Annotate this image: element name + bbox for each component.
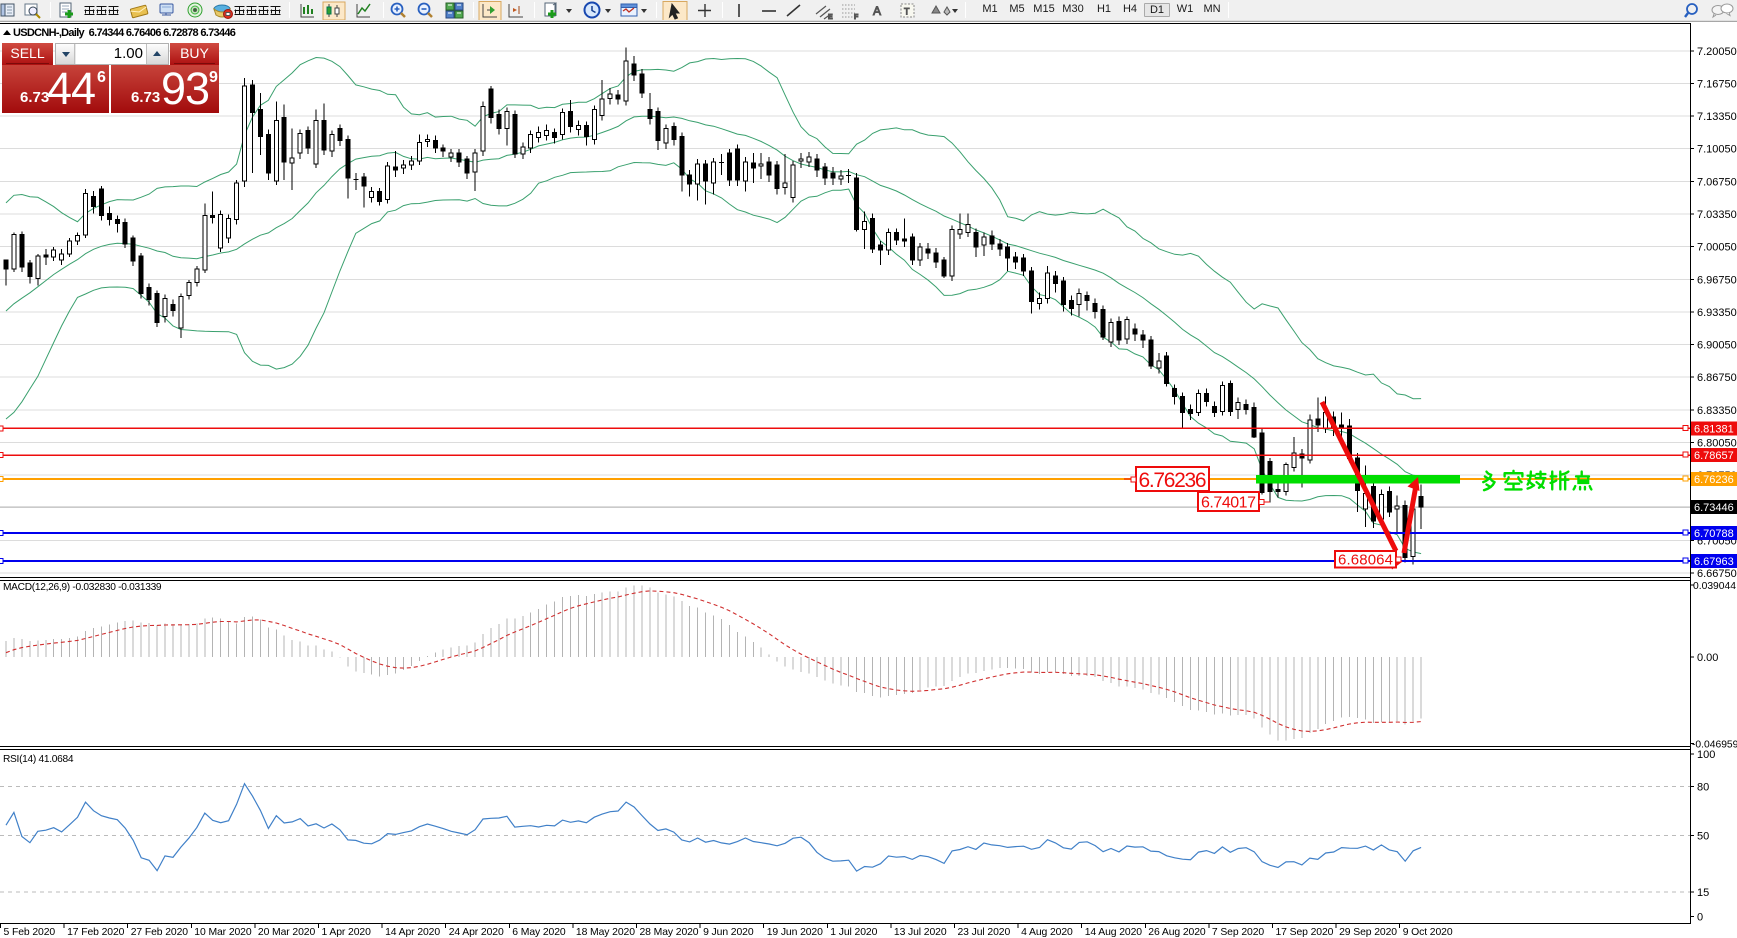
svg-text:7.06750: 7.06750 (1697, 176, 1737, 188)
svg-text:27 Feb 2020: 27 Feb 2020 (131, 927, 189, 938)
svg-text:MACD(12,26,9) -0.032830 -0.031: MACD(12,26,9) -0.032830 -0.031339 (3, 582, 162, 593)
svg-text:6.70788: 6.70788 (1694, 528, 1734, 540)
svg-text:-0.046959: -0.046959 (1692, 739, 1737, 750)
svg-text:A: A (873, 4, 881, 18)
svg-text:17 Feb 2020: 17 Feb 2020 (67, 927, 125, 938)
svg-text:6.96750: 6.96750 (1697, 274, 1737, 286)
svg-text:7.16750: 7.16750 (1697, 78, 1737, 90)
svg-text:15: 15 (1697, 887, 1709, 899)
svg-text:0: 0 (1697, 912, 1703, 924)
svg-text:6 May 2020: 6 May 2020 (512, 927, 566, 938)
svg-text:6.81381: 6.81381 (1694, 423, 1734, 435)
svg-text:6.83350: 6.83350 (1697, 405, 1737, 417)
svg-text:19 Jun 2020: 19 Jun 2020 (767, 927, 823, 938)
svg-text:100: 100 (1697, 749, 1715, 761)
svg-text:6.76236: 6.76236 (1694, 474, 1734, 486)
svg-text:28 May 2020: 28 May 2020 (640, 927, 699, 938)
svg-text:50: 50 (1697, 830, 1709, 842)
svg-text:6.93350: 6.93350 (1697, 307, 1737, 319)
svg-text:T: T (904, 7, 910, 17)
svg-text:RSI(14) 41.0684: RSI(14) 41.0684 (3, 754, 74, 765)
svg-text:24 Apr 2020: 24 Apr 2020 (449, 927, 504, 938)
svg-text:F: F (854, 14, 859, 21)
svg-text:17 Sep 2020: 17 Sep 2020 (1276, 927, 1334, 938)
svg-text:6.90050: 6.90050 (1697, 340, 1737, 352)
svg-text:6.68064: 6.68064 (1338, 552, 1393, 569)
svg-text:7.03350: 7.03350 (1697, 209, 1737, 221)
svg-text:0.039044: 0.039044 (1693, 581, 1736, 592)
svg-text:1 Jul 2020: 1 Jul 2020 (830, 927, 877, 938)
svg-text:14 Apr 2020: 14 Apr 2020 (385, 927, 440, 938)
svg-text:10 Mar 2020: 10 Mar 2020 (194, 927, 252, 938)
svg-text:7.20050: 7.20050 (1697, 46, 1737, 58)
svg-text:6.76236: 6.76236 (1139, 469, 1207, 492)
svg-text:5 Feb 2020: 5 Feb 2020 (4, 927, 56, 938)
svg-text:26 Aug 2020: 26 Aug 2020 (1148, 927, 1206, 938)
svg-text:29 Sep 2020: 29 Sep 2020 (1339, 927, 1397, 938)
svg-text:4 Aug 2020: 4 Aug 2020 (1021, 927, 1073, 938)
svg-text:7 Sep 2020: 7 Sep 2020 (1212, 927, 1264, 938)
svg-text:14 Aug 2020: 14 Aug 2020 (1085, 927, 1143, 938)
svg-text:9 Jun 2020: 9 Jun 2020 (703, 927, 754, 938)
svg-text:6.86750: 6.86750 (1697, 372, 1737, 384)
svg-text:6.74017: 6.74017 (1201, 495, 1256, 512)
svg-text:20 Mar 2020: 20 Mar 2020 (258, 927, 316, 938)
svg-text:18 May 2020: 18 May 2020 (576, 927, 635, 938)
svg-text:6.66750: 6.66750 (1697, 568, 1737, 580)
svg-text:6.67963: 6.67963 (1694, 556, 1734, 568)
svg-text:6.78657: 6.78657 (1694, 450, 1734, 462)
svg-text:6.80050: 6.80050 (1697, 438, 1737, 450)
svg-text:9 Oct 2020: 9 Oct 2020 (1403, 927, 1453, 938)
svg-text:23 Jul 2020: 23 Jul 2020 (958, 927, 1011, 938)
svg-text:6.73446: 6.73446 (1694, 502, 1734, 514)
svg-text:7.00050: 7.00050 (1697, 242, 1737, 254)
svg-text:0.00: 0.00 (1697, 652, 1718, 664)
svg-text:13 Jul 2020: 13 Jul 2020 (894, 927, 947, 938)
svg-text:E: E (828, 14, 833, 21)
svg-text:80: 80 (1697, 782, 1709, 794)
svg-text:1 Apr 2020: 1 Apr 2020 (322, 927, 372, 938)
svg-text:7.10050: 7.10050 (1697, 144, 1737, 156)
svg-text:7.13350: 7.13350 (1697, 111, 1737, 123)
